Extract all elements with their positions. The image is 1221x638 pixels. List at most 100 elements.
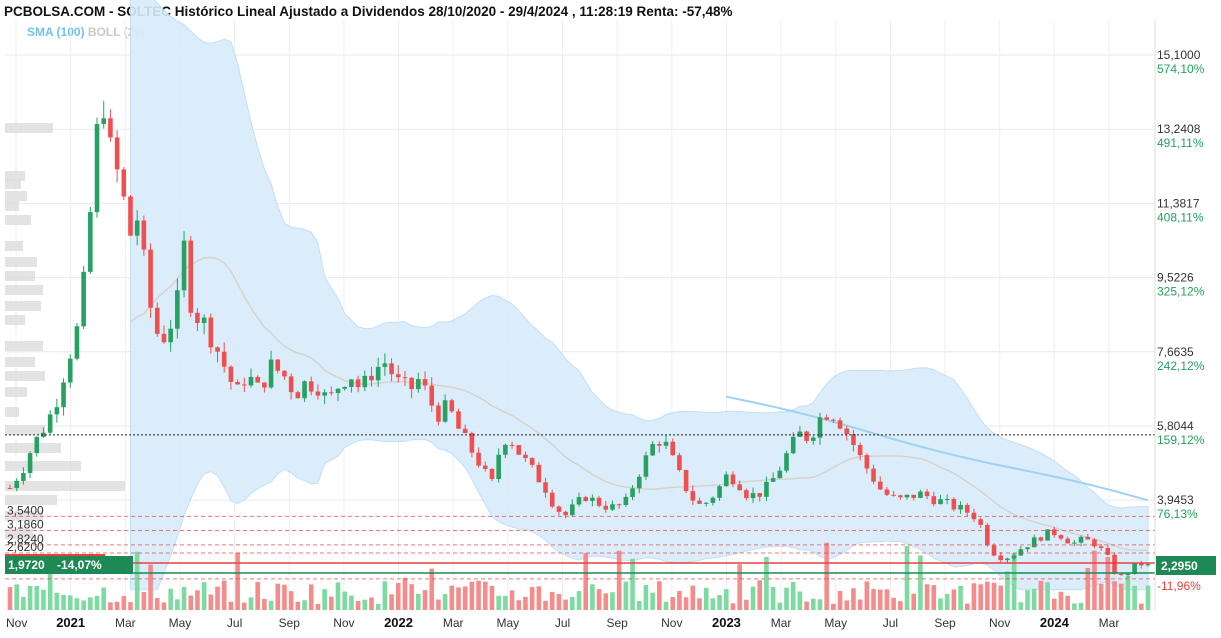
volume-profile (5, 123, 125, 539)
volume-bar (831, 603, 836, 610)
profile-bar (5, 481, 125, 491)
volume-bar (744, 599, 749, 610)
candle-body (643, 455, 649, 477)
candle-body (54, 407, 60, 415)
x-tick-label: Sep (606, 616, 628, 630)
volume-bar (121, 596, 127, 610)
candle-body (241, 384, 247, 386)
volume-bar (108, 602, 113, 610)
y-tick-price: 15,1000 (1157, 48, 1201, 62)
candle-body (27, 453, 33, 474)
candle-body (958, 504, 963, 510)
volume-bar (857, 599, 863, 610)
candle-body (1051, 529, 1057, 536)
candle-body (275, 359, 281, 371)
volume-bar (496, 595, 501, 610)
volume-bar (523, 596, 528, 610)
profile-bar (5, 285, 43, 295)
x-tick-label: Jul (555, 616, 570, 630)
volume-bar (543, 600, 548, 610)
candle-body (1112, 554, 1117, 574)
x-tick-label: 2021 (56, 615, 85, 630)
volume-bar (1031, 588, 1037, 610)
volume-bar (610, 592, 615, 610)
volume-bar (134, 551, 140, 610)
candle-body (268, 359, 274, 388)
volume-bar (308, 584, 314, 610)
candle-body (14, 480, 19, 489)
volume-bar (570, 596, 575, 610)
volume-bar (114, 601, 120, 610)
candle-body (355, 379, 361, 388)
candle-body (603, 505, 609, 510)
volume-bar (877, 589, 883, 610)
candle-body (416, 379, 421, 390)
volume-bar (1025, 590, 1030, 610)
candle-body (1098, 546, 1104, 548)
candle-body (596, 497, 602, 506)
volume-bar (1051, 598, 1057, 610)
candle-body (181, 240, 187, 291)
level-label: 3,5400 (7, 503, 44, 517)
candle-body (476, 452, 481, 466)
candle-body (74, 326, 80, 359)
y-tick-price: 13,2408 (1157, 122, 1201, 136)
volume-bar (255, 581, 260, 610)
volume-bar (630, 558, 635, 610)
volume-bar (154, 598, 160, 610)
x-tick-label: Mar (1099, 616, 1120, 630)
candle-body (449, 400, 455, 412)
candle-body (978, 519, 983, 525)
candle-body (409, 377, 414, 390)
profile-bar (5, 443, 61, 453)
profile-bar (5, 301, 41, 311)
volume-bar (951, 589, 957, 610)
y-tick-percent: 325,12% (1157, 285, 1205, 299)
candle-body (924, 491, 930, 497)
x-tick-label: Jul (227, 616, 242, 630)
volume-bar (101, 587, 107, 610)
candle-body (101, 118, 107, 125)
volume-bar (395, 583, 401, 610)
volume-bar (777, 602, 783, 610)
volume-bar (677, 590, 682, 610)
low-tag-percent: -14,07% (57, 558, 102, 572)
volume-bar (335, 582, 341, 610)
candle-body (1065, 538, 1070, 544)
volume-bar (456, 587, 461, 610)
candle-body (717, 486, 722, 498)
candle-body (616, 504, 622, 506)
volume-bar (590, 584, 595, 610)
low-tag-box (5, 556, 133, 574)
volume-bar (1118, 583, 1124, 610)
volume-bar (683, 597, 689, 610)
volume-bar (436, 599, 441, 610)
volume-bar (851, 588, 856, 610)
candle-body (1005, 558, 1010, 561)
candle-body (590, 497, 595, 501)
candle-body (436, 405, 441, 422)
candle-body (1011, 555, 1017, 559)
level-label: 2,6200 (7, 540, 44, 554)
candle-body (516, 445, 522, 455)
volume-bar (697, 598, 702, 610)
volume-bar (891, 597, 896, 610)
volume-bar (295, 601, 301, 610)
profile-bar (5, 191, 27, 201)
volume-bar (94, 595, 100, 610)
candle-body (302, 381, 307, 399)
candle-body (154, 307, 160, 334)
volume-bar (1045, 582, 1050, 610)
candle-body (723, 474, 729, 487)
volume-bar (67, 595, 73, 610)
profile-bar (5, 461, 81, 471)
volume-bar (663, 601, 669, 610)
candle-body (730, 474, 736, 485)
volume-bar (884, 589, 890, 610)
volume-bar (1085, 567, 1091, 610)
candle-body (429, 385, 435, 406)
candle-body (175, 290, 180, 329)
candle-body (764, 481, 769, 497)
volume-bar (422, 590, 428, 610)
